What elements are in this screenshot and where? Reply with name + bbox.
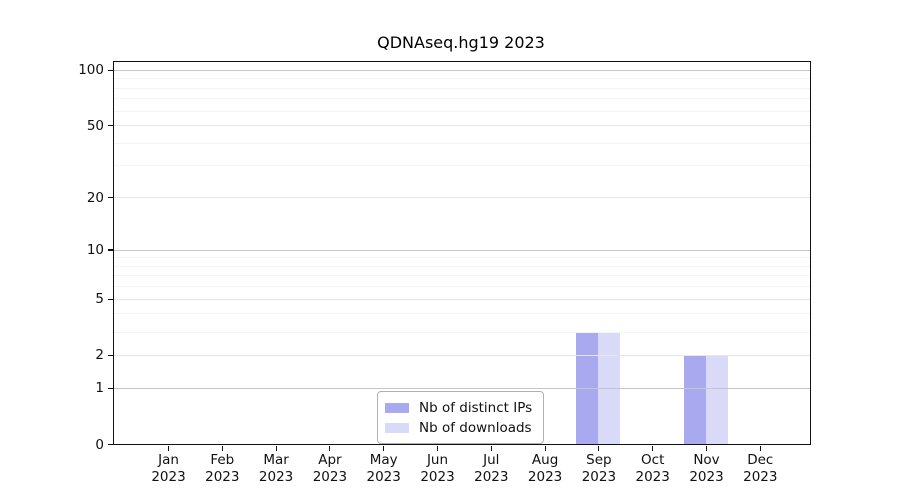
y-tick-label-50: 50 [86, 117, 104, 134]
x-tick-sep [598, 446, 600, 451]
gridline-100 [114, 69, 810, 71]
gridline-20 [114, 197, 810, 199]
x-tick-month: Aug [531, 452, 559, 468]
gridline-minor-60 [114, 110, 810, 112]
x-tick-year: 2023 [366, 468, 401, 485]
x-tick-label-oct: Oct 2023 [625, 452, 681, 485]
y-tick-100 [108, 69, 113, 71]
downloads-swatch [385, 422, 409, 433]
x-tick-label-apr: Apr 2023 [302, 452, 358, 485]
x-tick-month: May [369, 452, 398, 468]
x-tick-jun [436, 446, 439, 451]
x-tick-nov [705, 446, 708, 451]
y-tick-2 [108, 354, 113, 356]
x-tick-may [383, 446, 385, 451]
y-tick-label-20: 20 [86, 189, 104, 206]
x-tick-month: Apr [318, 452, 342, 468]
y-tick-label-1: 1 [95, 380, 104, 397]
legend: Nb of distinct IPs Nb of downloads [377, 391, 545, 444]
gridline-minor-70 [114, 98, 810, 100]
y-tick-label-2: 2 [95, 347, 104, 364]
x-tick-year: 2023 [581, 468, 617, 485]
x-tick-apr [329, 446, 331, 451]
x-tick-label-mar: Mar 2023 [248, 452, 304, 485]
gridline-minor-80 [114, 87, 810, 89]
x-tick-month: Nov [693, 452, 720, 468]
gridline-minor-30 [114, 165, 810, 167]
y-tick-10 [108, 249, 113, 251]
x-tick-aug [544, 446, 546, 451]
gridline-1 [114, 387, 810, 389]
y-tick-label-100: 100 [78, 62, 104, 79]
x-tick-month: Jan [158, 452, 179, 468]
bar-nov-downloads [706, 354, 728, 444]
x-tick-label-jul: Jul 2023 [463, 452, 519, 485]
y-tick-label-0: 0 [95, 436, 104, 453]
x-tick-year: 2023 [635, 468, 670, 485]
x-tick-year: 2023 [474, 468, 509, 485]
x-tick-year: 2023 [527, 468, 563, 485]
x-tick-jan [167, 446, 170, 451]
y-tick-1 [108, 387, 113, 389]
x-tick-month: Oct [641, 452, 665, 468]
legend-entry-distinct-ips: Nb of distinct IPs [385, 399, 532, 416]
plot-area [113, 61, 811, 445]
x-tick-year: 2023 [258, 468, 294, 485]
gridline-minor-4 [114, 313, 810, 315]
x-tick-dec [759, 446, 761, 451]
x-tick-year: 2023 [689, 468, 724, 485]
x-tick-mar [275, 446, 277, 451]
gridline-5 [114, 298, 810, 300]
gridline-50 [114, 125, 810, 127]
x-tick-month: Dec [747, 452, 774, 468]
y-tick-20 [108, 196, 113, 199]
x-tick-jul [490, 446, 492, 451]
x-tick-label-dec: Dec 2023 [732, 452, 788, 485]
x-tick-month: Jul [483, 452, 500, 468]
x-tick-label-jan: Jan 2023 [141, 452, 197, 485]
legend-label-distinct-ips: Nb of distinct IPs [419, 399, 533, 416]
x-tick-label-aug: Aug 2023 [517, 452, 573, 485]
y-tick-0 [108, 443, 113, 446]
chart-title: QDNAseq.hg19 2023 [377, 33, 545, 52]
gridline-minor-90 [114, 78, 810, 80]
distinct-ips-swatch [385, 402, 409, 413]
y-tick-label-5: 5 [95, 291, 104, 308]
y-tick-5 [108, 298, 113, 300]
x-tick-month: Mar [263, 452, 289, 468]
y-tick-label-10: 10 [86, 242, 104, 258]
x-tick-month: Jun [426, 452, 449, 468]
x-tick-month: Feb [210, 452, 235, 468]
gridline-2 [114, 354, 810, 356]
x-tick-label-may: May 2023 [356, 452, 412, 485]
x-tick-month: Sep [586, 452, 612, 468]
x-tick-year: 2023 [151, 468, 186, 485]
gridline-minor-8 [114, 265, 810, 267]
gridline-10 [114, 249, 810, 251]
x-tick-feb [221, 446, 223, 451]
legend-entry-downloads: Nb of downloads [385, 419, 532, 436]
gridline-minor-7 [114, 275, 810, 277]
x-tick-label-jun: Jun 2023 [410, 452, 466, 485]
bar-nov-distinct-ips [684, 354, 706, 444]
gridline-minor-3 [114, 331, 810, 333]
x-tick-label-feb: Feb 2023 [194, 452, 250, 485]
x-tick-year: 2023 [420, 468, 455, 485]
x-tick-oct [652, 446, 654, 451]
gridline-minor-6 [114, 286, 810, 288]
gridline-minor-9 [114, 257, 810, 259]
x-tick-year: 2023 [312, 468, 348, 485]
y-tick-50 [108, 124, 113, 127]
x-tick-year: 2023 [205, 468, 240, 485]
x-tick-year: 2023 [743, 468, 778, 485]
legend-label-downloads: Nb of downloads [419, 419, 532, 436]
x-tick-label-nov: Nov 2023 [679, 452, 735, 485]
x-tick-label-sep: Sep 2023 [571, 452, 627, 485]
gridline-minor-40 [114, 142, 810, 144]
